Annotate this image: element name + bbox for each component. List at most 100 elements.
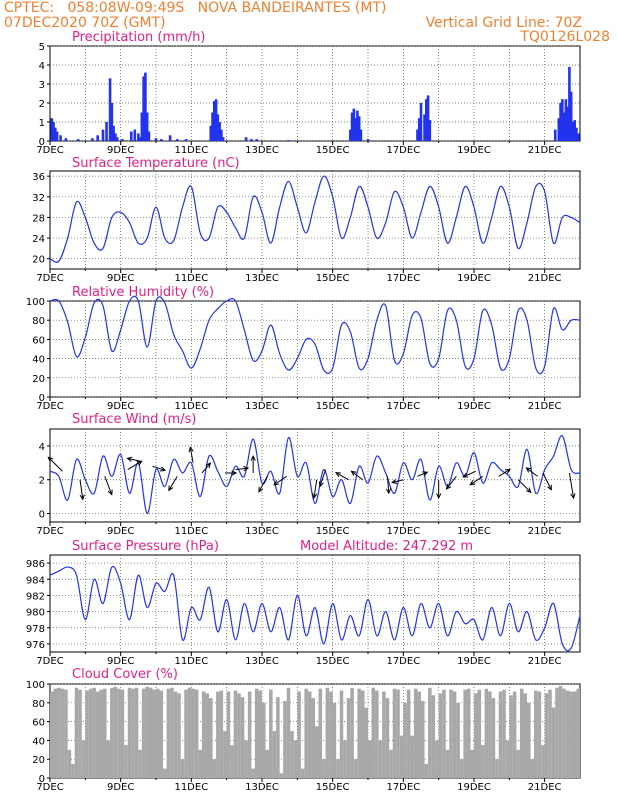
humidity-ytick-label: 40: [32, 355, 45, 366]
precipitation-bar: [137, 133, 140, 141]
cloud-cover-bar: [565, 690, 570, 778]
wind-ytick-label: 0: [39, 510, 45, 521]
wind-arrow-shaft: [568, 472, 575, 499]
wind-arrow-shaft: [335, 472, 349, 481]
pressure-xtick-label: 17DEC: [386, 656, 420, 667]
wind-arrow-head: [318, 481, 324, 488]
cloud-cover-bar: [272, 731, 277, 778]
cloud-cover-bar: [498, 691, 503, 778]
wind-arrow-shaft: [417, 471, 428, 477]
cloud-cover-bar: [332, 702, 337, 778]
precipitation-bar: [419, 103, 423, 141]
cloud-cover-bar: [131, 688, 135, 778]
cloud-cover-bar: [254, 688, 259, 778]
precipitation-bar: [54, 127, 57, 141]
precipitation-bar: [184, 139, 188, 141]
temperature-xtick-label: 11DEC: [174, 273, 208, 284]
cloud-cover-bar: [201, 691, 206, 778]
cloud-cover-bar: [198, 749, 202, 778]
cloud-cover-bar: [163, 768, 167, 778]
pressure-frame: [49, 554, 581, 653]
temperature-ytick-label: 36: [32, 172, 45, 183]
cloud-cover-bar: [78, 689, 82, 778]
wind-arrow-head: [312, 493, 318, 500]
cloud-cover-bar: [194, 689, 199, 778]
humidity-series-line: [49, 295, 581, 375]
cloud-cover-bar: [410, 735, 414, 778]
wind-arrow-head: [160, 466, 167, 472]
cloud-cover-bar: [166, 688, 171, 778]
cloud-cover-bar: [300, 768, 305, 778]
precipitation-xtick-label: 19DEC: [457, 145, 491, 156]
cloud-cover-bar: [466, 688, 471, 778]
cloud-cover-xtick-label: 19DEC: [457, 782, 491, 793]
cloud-cover-bar: [81, 740, 86, 778]
cloud-cover-bar: [53, 688, 58, 778]
cloud-cover-bar: [512, 691, 517, 778]
cloud-cover-bar: [283, 700, 287, 778]
precipitation-bar: [218, 122, 221, 141]
cloud-cover-bar: [378, 740, 383, 778]
cloud-cover-bar: [187, 687, 192, 778]
cloud-cover-bar: [537, 691, 542, 778]
precipitation-bar: [59, 135, 62, 141]
precipitation-ytick-label: 4: [39, 61, 45, 72]
precipitation-xtick-label: 15DEC: [316, 145, 350, 156]
cloud-cover-bar: [509, 695, 513, 778]
wind-arrow-shaft: [386, 476, 390, 494]
precipitation-ytick-label: 1: [39, 118, 45, 129]
precipitation-bar: [147, 131, 151, 141]
precipitation-bar: [214, 99, 218, 141]
precipitation-bar: [101, 129, 105, 141]
cloud-cover-bar: [530, 759, 535, 778]
precipitation-xtick-label: 11DEC: [174, 145, 208, 156]
cloud-cover-bar: [452, 691, 457, 778]
precipitation-bar: [221, 137, 225, 141]
cloud-cover-ytick-label: 60: [32, 718, 45, 729]
wind-arrow-head: [273, 480, 280, 486]
precipitation-xtick-label: 17DEC: [386, 145, 420, 156]
precipitation-bar: [571, 122, 575, 141]
cloud-cover-bar: [99, 689, 103, 778]
wind-arrow-shaft: [446, 476, 457, 490]
wind-arrow-shaft: [127, 457, 141, 462]
precipitation-bar: [566, 106, 569, 141]
cloud-cover-bar: [449, 689, 453, 778]
precipitation-bar: [112, 125, 115, 141]
cloud-cover-bar: [389, 749, 393, 778]
cloud-cover-bar: [258, 690, 262, 778]
cloud-cover-bar: [502, 689, 506, 778]
cloud-cover-bar: [74, 687, 79, 778]
humidity-xtick-label: 21DEC: [528, 401, 562, 412]
precipitation-bar: [213, 101, 216, 141]
humidity-xtick-label: 11DEC: [174, 401, 208, 412]
precipitation-xtick-label: 7DEC: [36, 145, 63, 156]
wind-frame: [49, 428, 581, 523]
cloud-cover-bar: [353, 759, 358, 778]
wind-arrow-shaft: [526, 467, 538, 477]
humidity-ytick-label: 20: [32, 374, 45, 385]
cloud-cover-xtick-label: 17DEC: [386, 782, 420, 793]
precipitation-bar: [96, 135, 99, 141]
wind-arrow-head: [136, 460, 143, 466]
precipitation-bar: [569, 91, 573, 141]
humidity-xtick-label: 9DEC: [107, 401, 134, 412]
wind-arrow-head: [243, 466, 250, 472]
precipitation-ytick-label: 2: [39, 99, 45, 110]
cloud-cover-bar: [368, 740, 372, 778]
humidity-ytick-label: 80: [32, 316, 45, 327]
precipitation-bar: [559, 103, 562, 141]
wind-arrow-shaft: [258, 476, 268, 492]
precipitation-bar: [561, 99, 564, 141]
temperature-xtick-label: 7DEC: [36, 273, 63, 284]
cloud-cover-bar: [223, 731, 227, 778]
cloud-cover-bar: [576, 688, 580, 778]
temperature-frame: [49, 170, 581, 270]
cloud-cover-bar: [95, 691, 100, 778]
precipitation-bar: [553, 129, 557, 141]
humidity-xtick-label: 7DEC: [36, 401, 63, 412]
pressure-series-line: [49, 565, 581, 652]
precipitation-bar: [216, 114, 220, 141]
humidity-ytick-label: 100: [26, 297, 45, 308]
precipitation-bar: [359, 129, 363, 141]
